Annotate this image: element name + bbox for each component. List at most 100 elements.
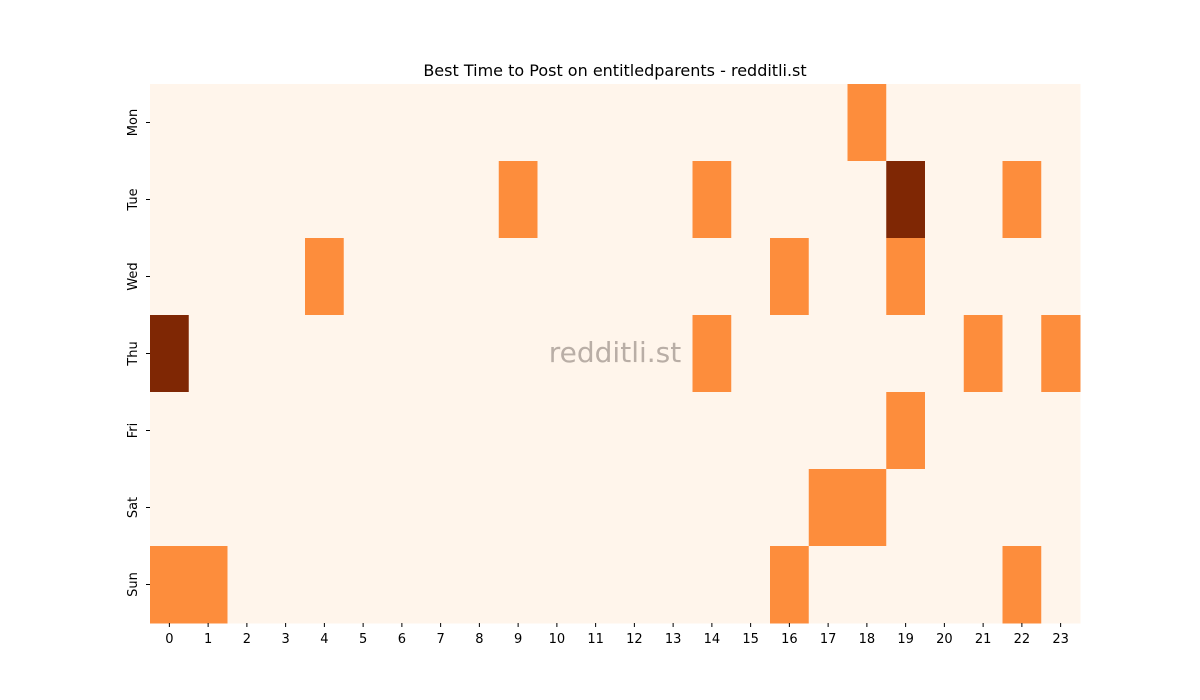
heatmap-cell-tue-19 [886,161,926,239]
heatmap-cell-sun-16 [770,546,810,624]
heatmap-cell-sun-11 [576,546,616,624]
heatmap-cell-sun-1 [188,546,228,624]
heatmap-cell-thu-22 [1002,315,1042,393]
heatmap-cell-mon-13 [653,84,693,162]
heatmap-cell-sun-15 [731,546,771,624]
heatmap-cell-sat-0 [150,469,190,547]
heatmap-cell-wed-6 [382,238,422,316]
heatmap-cell-thu-23 [1041,315,1081,393]
heatmap-cell-fri-12 [615,392,655,470]
heatmap-cell-mon-17 [808,84,848,162]
heatmap-cells [150,84,1081,624]
heatmap-cell-thu-5 [343,315,383,393]
heatmap-cell-tue-3 [266,161,306,239]
heatmap-cell-mon-0 [150,84,190,162]
y-tick-label: Tue [126,188,141,211]
heatmap-cell-sat-11 [576,469,616,547]
heatmap-cell-tue-8 [460,161,500,239]
heatmap-cell-fri-5 [343,392,383,470]
heatmap-cell-fri-15 [731,392,771,470]
heatmap-cell-wed-12 [615,238,655,316]
heatmap-cell-fri-4 [305,392,345,470]
heatmap-cell-thu-13 [653,315,693,393]
heatmap-cell-sun-10 [537,546,577,624]
heatmap-cell-tue-15 [731,161,771,239]
heatmap-cell-fri-7 [421,392,461,470]
heatmap-cell-tue-2 [227,161,267,239]
heatmap-cell-sun-21 [963,546,1003,624]
heatmap-cell-mon-5 [343,84,383,162]
heatmap-cell-wed-15 [731,238,771,316]
heatmap-cell-tue-12 [615,161,655,239]
heatmap-cell-wed-23 [1041,238,1081,316]
heatmap-cell-fri-22 [1002,392,1042,470]
heatmap-cell-mon-4 [305,84,345,162]
heatmap-cell-thu-1 [188,315,228,393]
heatmap-cell-fri-13 [653,392,693,470]
heatmap-cell-fri-18 [847,392,887,470]
heatmap-cell-thu-9 [498,315,538,393]
x-tick-label: 20 [936,632,953,647]
heatmap-cell-tue-16 [770,161,810,239]
x-tick-label: 6 [398,632,406,647]
heatmap-cell-wed-8 [460,238,500,316]
heatmap-cell-sat-23 [1041,469,1081,547]
heatmap-cell-sun-12 [615,546,655,624]
heatmap-cell-tue-1 [188,161,228,239]
heatmap-cell-tue-9 [498,161,538,239]
heatmap-cell-fri-21 [963,392,1003,470]
heatmap-cell-fri-3 [266,392,306,470]
heatmap-cell-wed-14 [692,238,732,316]
heatmap-cell-tue-0 [150,161,190,239]
heatmap-cell-sat-6 [382,469,422,547]
heatmap-cell-thu-12 [615,315,655,393]
heatmap-cell-thu-4 [305,315,345,393]
heatmap-cell-mon-19 [886,84,926,162]
heatmap-cell-sat-22 [1002,469,1042,547]
heatmap-cell-fri-8 [460,392,500,470]
heatmap-cell-mon-1 [188,84,228,162]
heatmap-cell-sun-19 [886,546,926,624]
heatmap-cell-tue-5 [343,161,383,239]
heatmap-cell-thu-21 [963,315,1003,393]
heatmap-cell-thu-7 [421,315,461,393]
heatmap-cell-sat-8 [460,469,500,547]
x-tick-label: 19 [897,632,914,647]
heatmap-cell-mon-11 [576,84,616,162]
x-tick-label: 0 [165,632,173,647]
y-tick-label: Thu [126,341,141,366]
x-tick-label: 15 [742,632,759,647]
heatmap-cell-mon-8 [460,84,500,162]
heatmap-cell-fri-1 [188,392,228,470]
heatmap-cell-tue-11 [576,161,616,239]
heatmap-cell-mon-16 [770,84,810,162]
x-tick-label: 9 [514,632,522,647]
heatmap-cell-sat-16 [770,469,810,547]
heatmap-cell-sat-20 [925,469,965,547]
heatmap-cell-mon-7 [421,84,461,162]
x-tick-label: 21 [975,632,992,647]
heatmap-cell-sat-21 [963,469,1003,547]
heatmap-cell-thu-15 [731,315,771,393]
x-tick-label: 8 [475,632,483,647]
heatmap-cell-fri-0 [150,392,190,470]
heatmap-cell-sun-17 [808,546,848,624]
heatmap-cell-wed-4 [305,238,345,316]
y-tick-label: Mon [126,109,141,136]
heatmap-cell-sun-13 [653,546,693,624]
heatmap-cell-tue-6 [382,161,422,239]
x-tick-label: 7 [436,632,444,647]
x-tick-label: 22 [1014,632,1031,647]
heatmap-cell-wed-11 [576,238,616,316]
heatmap-cell-wed-7 [421,238,461,316]
y-axis: Mon Tue Wed Thu Fri Sat Sun [126,109,150,597]
heatmap-cell-tue-10 [537,161,577,239]
heatmap-cell-wed-0 [150,238,190,316]
heatmap-cell-fri-19 [886,392,926,470]
heatmap-cell-sun-8 [460,546,500,624]
heatmap-cell-wed-10 [537,238,577,316]
x-tick-label: 13 [665,632,682,647]
heatmap-cell-sun-20 [925,546,965,624]
y-tick-label: Wed [126,262,141,290]
